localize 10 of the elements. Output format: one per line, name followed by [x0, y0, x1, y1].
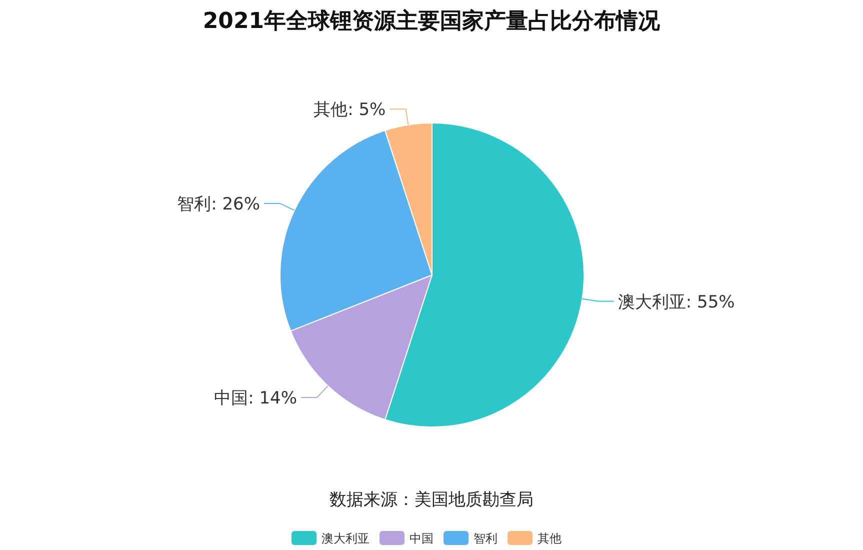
data-label: 澳大利亚: 55% — [618, 292, 735, 312]
legend-label: 其他 — [538, 532, 562, 546]
legend-label: 中国 — [410, 532, 434, 546]
legend-label: 智利 — [474, 532, 498, 546]
chart-title: 2021年全球锂资源主要国家产量占比分布情况 — [202, 8, 662, 34]
source-note: 数据来源：美国地质勘查局 — [330, 490, 534, 510]
data-label: 中国: 14% — [214, 388, 297, 408]
data-label: 其他: 5% — [314, 100, 386, 120]
data-label: 智利: 26% — [177, 194, 260, 214]
legend-label: 澳大利亚 — [322, 532, 370, 546]
